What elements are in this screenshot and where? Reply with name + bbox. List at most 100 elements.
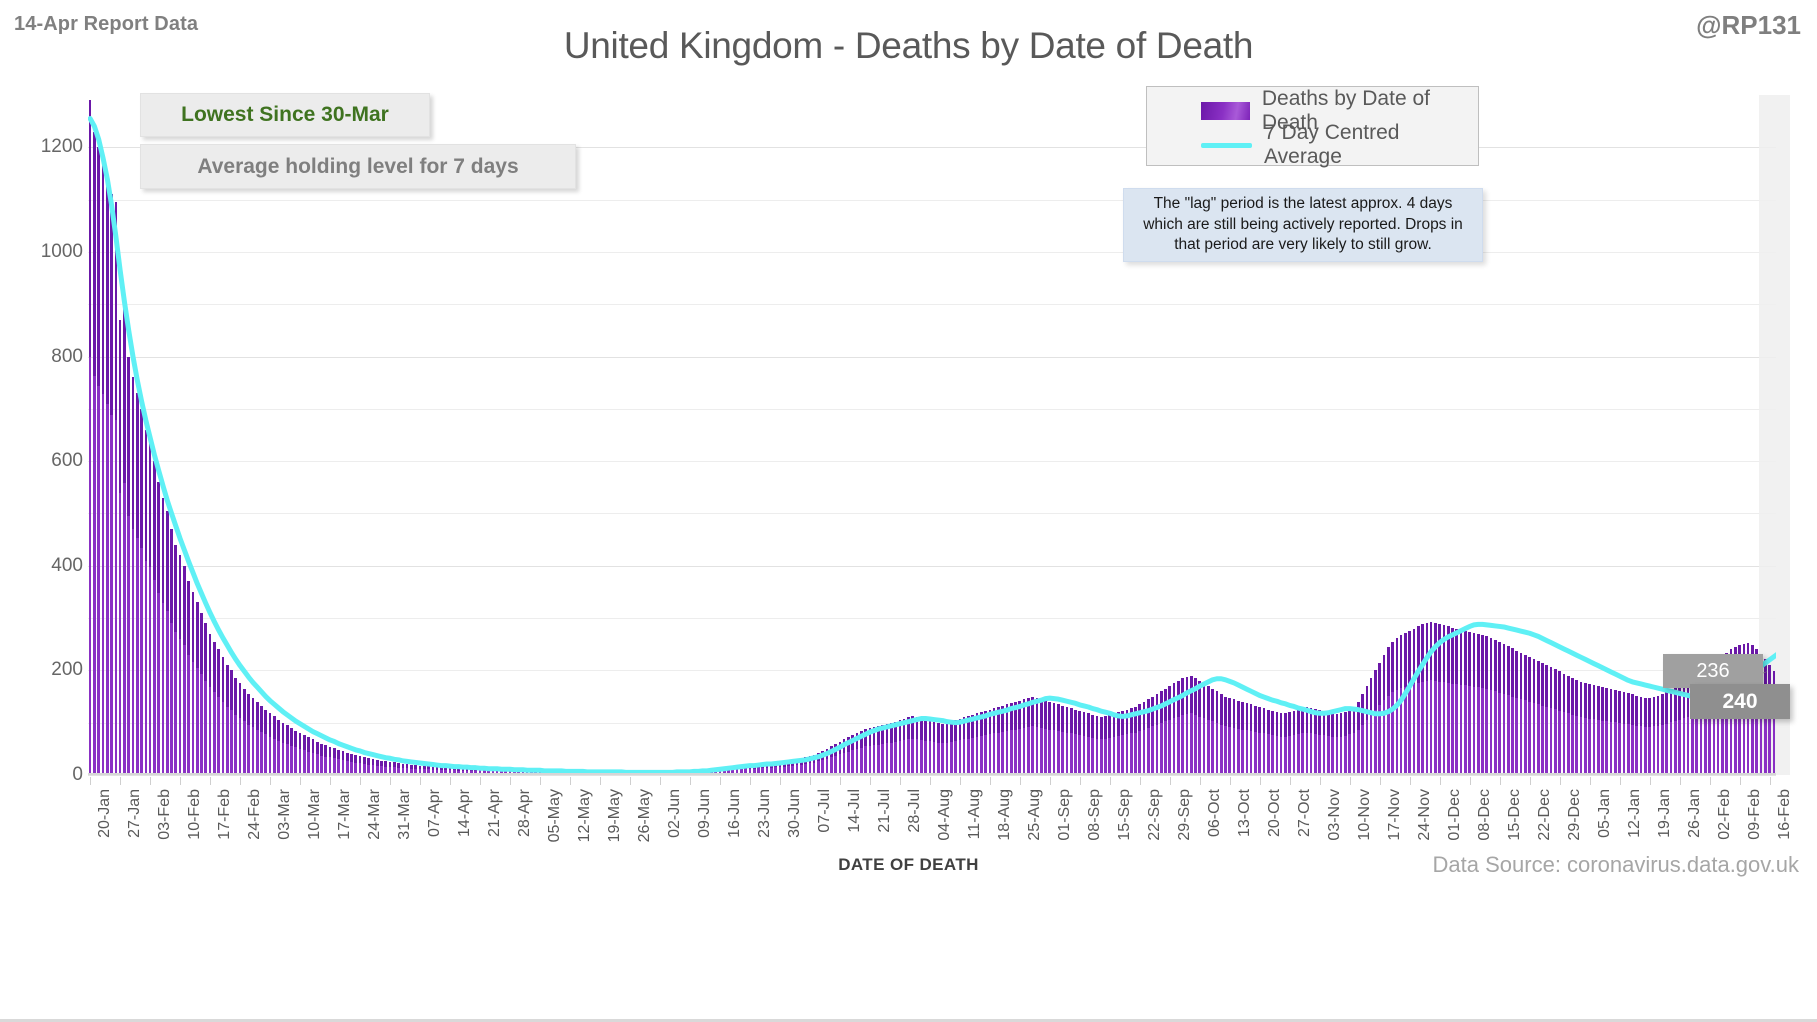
x-axis-tick — [1019, 777, 1021, 785]
callout-average-value: 240 — [1690, 684, 1790, 719]
x-axis-tick-label: 19-May — [605, 789, 623, 843]
bar — [178, 555, 182, 775]
bar — [1485, 636, 1489, 775]
bar — [1262, 708, 1266, 775]
bar — [243, 688, 246, 775]
x-axis-tick-label: 29-Sep — [1175, 789, 1193, 841]
x-axis-tick — [510, 777, 511, 785]
bar — [1614, 690, 1617, 775]
bar-cap — [958, 718, 962, 740]
x-axis-tick — [1439, 777, 1441, 785]
x-axis-tick-label: 31-Mar — [396, 789, 414, 840]
bar — [238, 683, 242, 775]
bar-cap — [1416, 626, 1420, 683]
bar-cap — [281, 722, 285, 743]
bar-cap — [1511, 648, 1514, 697]
bar — [307, 737, 310, 775]
bar-cap — [457, 768, 460, 771]
bar-cap — [1224, 696, 1227, 727]
x-axis-tick-label: 06-Oct — [1205, 789, 1223, 838]
bar-cap — [328, 746, 332, 758]
bar — [1536, 660, 1540, 775]
bar-cap — [384, 761, 388, 767]
bar — [1318, 710, 1322, 775]
gridline-minor — [88, 199, 1776, 201]
bar — [153, 461, 156, 775]
bar-cap — [1159, 691, 1163, 724]
bar-cap — [1378, 662, 1382, 706]
bar-cap — [422, 765, 426, 770]
x-axis-tick-label: 16-Jun — [725, 789, 743, 838]
bar — [255, 701, 259, 775]
bar-cap — [1039, 699, 1043, 728]
bar — [268, 713, 272, 775]
bar-cap — [363, 757, 366, 764]
bar-cap — [1104, 716, 1107, 739]
bar-cap — [1644, 697, 1647, 727]
y-axis-tick-label: 0 — [72, 764, 83, 785]
bar-cap — [1648, 697, 1651, 727]
bar — [1361, 693, 1364, 775]
bar-cap — [778, 761, 782, 767]
chart-title: United Kingdom - Deaths by Date of Death — [563, 25, 1254, 66]
bar-cap — [1309, 708, 1313, 734]
bar-cap — [1682, 683, 1686, 719]
bar-cap — [1296, 709, 1300, 735]
bar-cap — [774, 762, 777, 768]
bar-cap — [277, 720, 280, 741]
bar — [1408, 630, 1411, 775]
x-axis-tick-label: 24-Feb — [246, 789, 264, 840]
x-axis-tick — [1139, 777, 1141, 785]
bar-cap — [829, 746, 833, 758]
bar — [170, 529, 173, 775]
bar-cap — [924, 719, 927, 741]
bar-cap — [1164, 688, 1167, 722]
x-axis-tick — [659, 777, 661, 785]
bar — [337, 749, 340, 775]
bar-cap — [1198, 680, 1202, 717]
bar — [195, 602, 199, 775]
bar — [1605, 688, 1609, 775]
bar-cap — [1506, 646, 1510, 696]
bar — [1249, 704, 1253, 775]
bar — [821, 750, 825, 775]
bar-cap — [247, 693, 250, 725]
bar — [907, 717, 910, 775]
bar — [1528, 656, 1531, 775]
bar-cap — [1639, 696, 1643, 727]
x-axis-tick-label: 10-Nov — [1355, 789, 1373, 841]
bar-cap — [427, 766, 430, 770]
bar-cap — [1232, 699, 1236, 728]
bar — [1352, 707, 1356, 775]
bar — [118, 319, 122, 775]
bar-cap — [1009, 702, 1013, 731]
bar — [251, 697, 255, 775]
bar-cap — [1241, 701, 1244, 730]
bar — [1172, 683, 1176, 775]
bar — [829, 746, 833, 775]
x-axis-tick-label: 12-May — [575, 789, 593, 843]
bar — [1618, 691, 1621, 775]
bar-cap — [1404, 632, 1407, 687]
x-axis-tick-label: 03-Mar — [276, 789, 294, 840]
bar-cap — [1082, 712, 1086, 737]
bar — [1494, 640, 1497, 775]
bar-cap — [1121, 711, 1124, 736]
bar-cap — [1374, 670, 1377, 711]
bar — [1331, 713, 1334, 775]
bar-cap — [1532, 658, 1536, 703]
bar-cap — [787, 760, 790, 767]
bar — [1014, 701, 1017, 775]
bar — [1194, 678, 1197, 775]
x-axis-tick — [839, 777, 841, 785]
bar-cap — [397, 762, 400, 768]
bar-cap — [1202, 683, 1206, 719]
bar-cap — [243, 688, 246, 722]
bar-cap — [1365, 686, 1369, 720]
bar-cap — [1356, 701, 1360, 730]
bar — [1009, 702, 1013, 775]
bar-cap — [1057, 704, 1060, 732]
bar-cap — [1652, 696, 1656, 727]
x-axis-tick-label: 11-Aug — [965, 789, 983, 840]
bar-cap — [1386, 646, 1390, 696]
